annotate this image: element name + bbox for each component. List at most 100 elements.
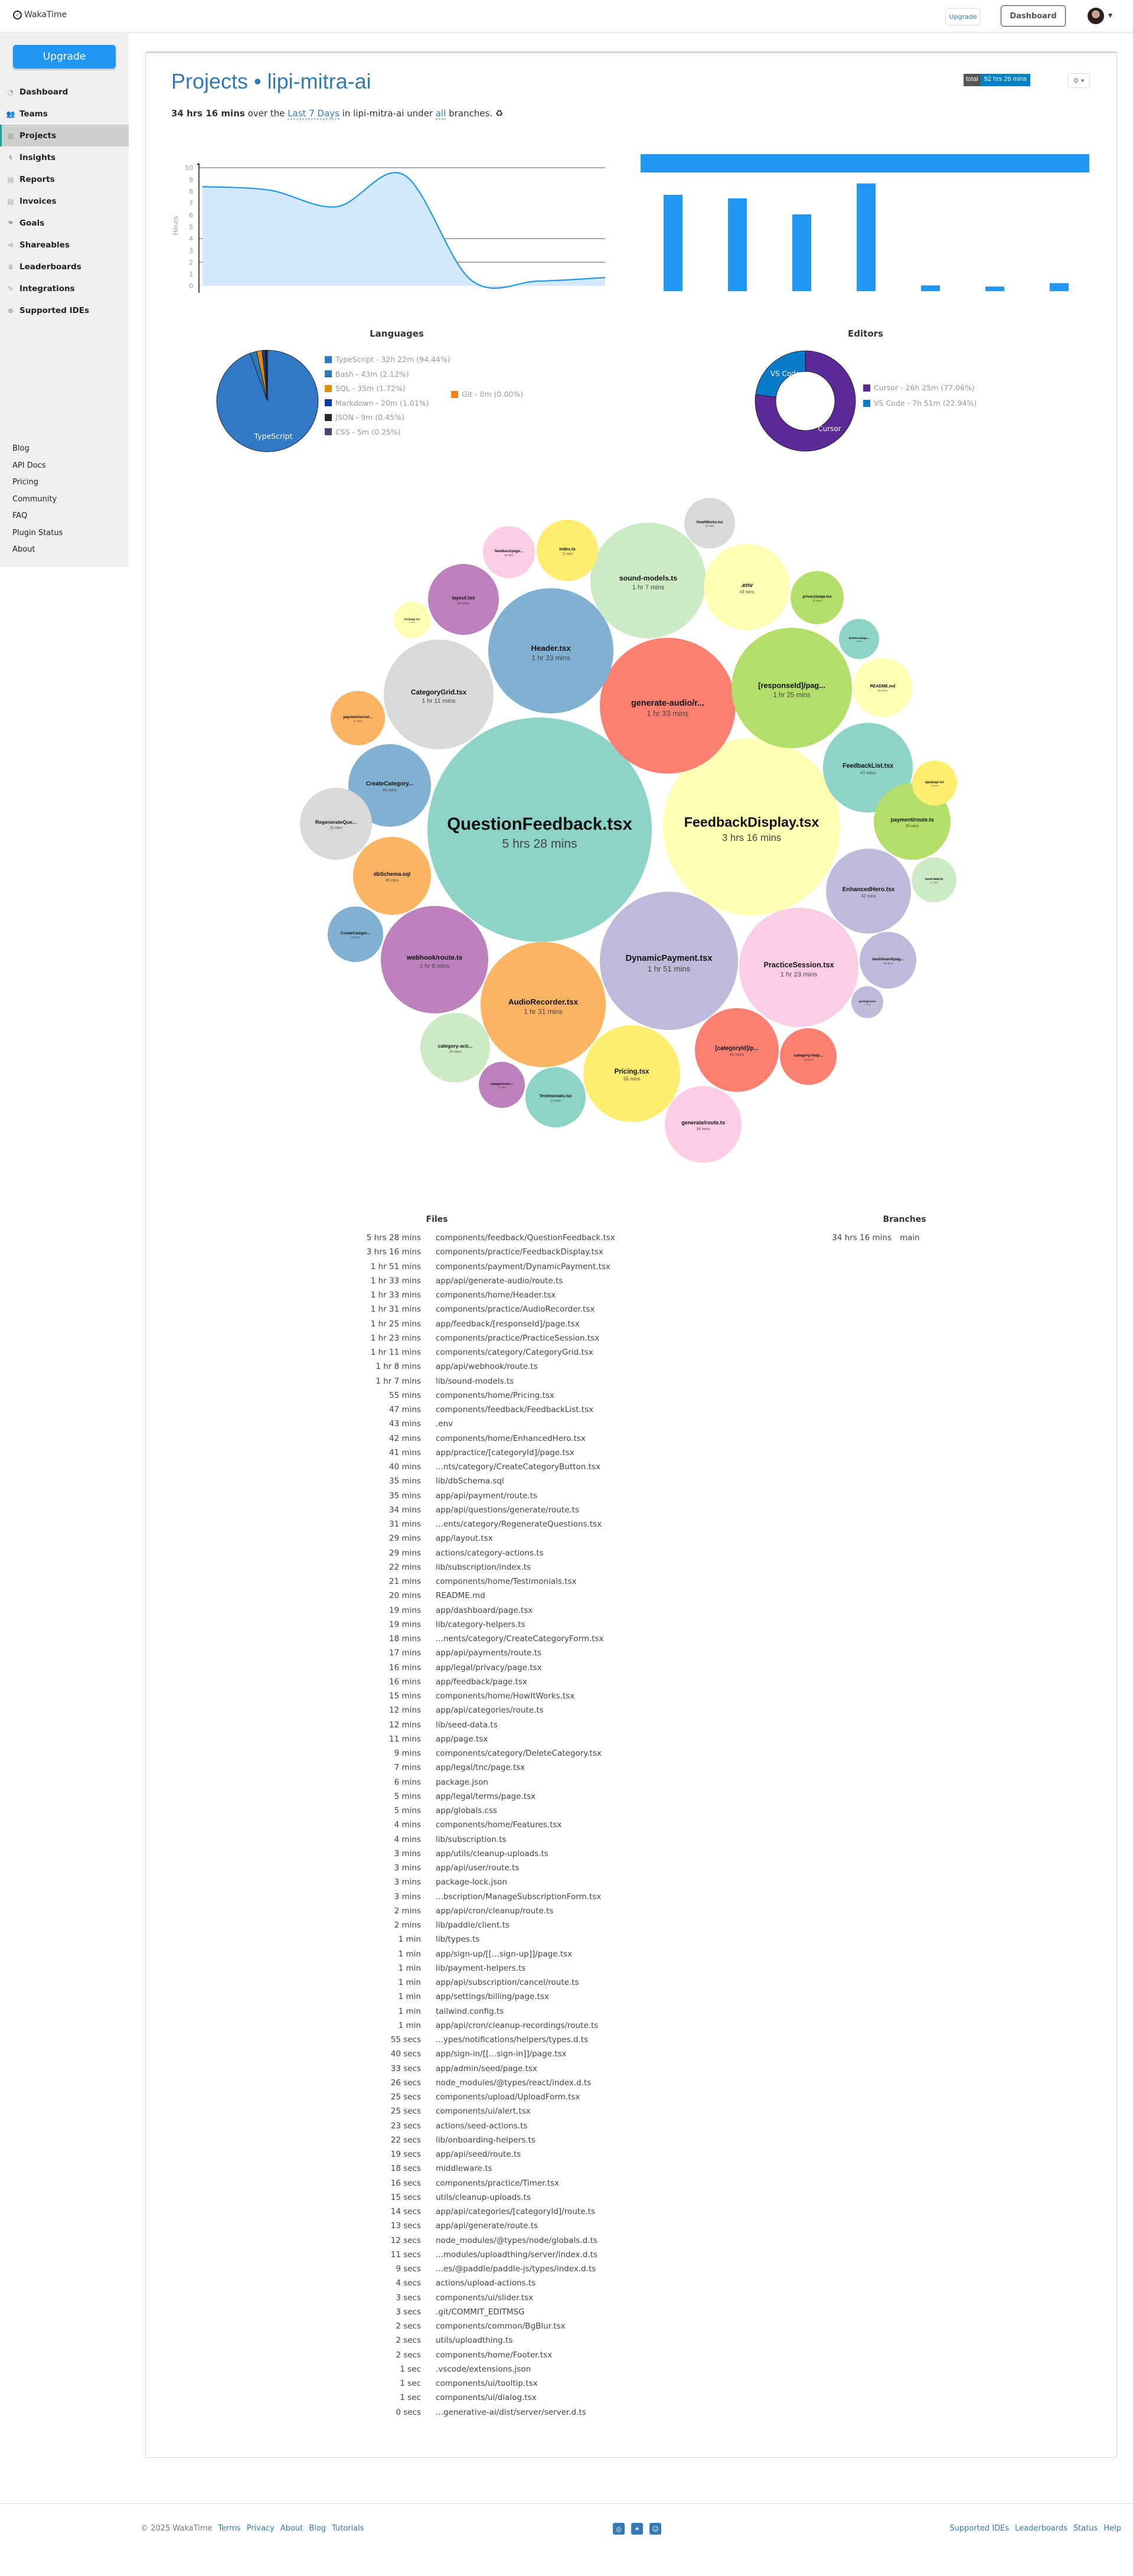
footer-link-help[interactable]: Help — [1103, 2524, 1121, 2533]
file-row[interactable]: 16 mins app/legal/privacy/page.tsx — [277, 1663, 632, 1675]
date-range-link[interactable]: Last 7 Days — [288, 108, 339, 119]
file-row[interactable]: 33 secs app/admin/seed/page.tsx — [277, 2064, 632, 2076]
wakatime-logo[interactable]: ✓ WakaTime — [13, 10, 67, 19]
footer-link-status[interactable]: Status — [1073, 2524, 1098, 2533]
footer-link-terms[interactable]: Terms — [218, 2524, 241, 2533]
file-row[interactable]: 5 mins app/legal/terms/page.tsx — [277, 1792, 632, 1804]
file-row[interactable]: 16 secs components/practice/Timer.tsx — [277, 2179, 632, 2190]
file-row[interactable]: 23 secs actions/seed-actions.ts — [277, 2121, 632, 2133]
language-legend-item[interactable]: JSON - 9m (0.45%) — [325, 413, 404, 422]
language-legend-item[interactable]: Markdown - 20m (1.01%) — [325, 399, 429, 407]
upgrade-link-button[interactable]: Upgrade — [945, 8, 981, 25]
sidebar-link-pricing[interactable]: Pricing — [12, 478, 38, 487]
file-row[interactable]: 11 secs ...modules/uploadthing/server/ind… — [277, 2250, 632, 2262]
file-row[interactable]: 1 sec components/ui/tooltip.tsx — [277, 2379, 632, 2391]
file-row[interactable]: 3 secs .git/COMMIT_EDITMSG — [277, 2307, 632, 2319]
file-row[interactable]: 5 hrs 28 mins components/feedback/Questio… — [277, 1233, 632, 1245]
file-row[interactable]: 1 min app/api/cron/cleanup-recordings/rou… — [277, 2021, 632, 2033]
file-row[interactable]: 15 mins components/home/HowItWorks.tsx — [277, 1691, 632, 1703]
file-row[interactable]: 9 secs ...es/@paddle/paddle-js/types/inde… — [277, 2264, 632, 2276]
footer-link-supported-ides[interactable]: Supported IDEs — [949, 2524, 1010, 2533]
file-row[interactable]: 1 hr 11 mins components/category/Category… — [277, 1348, 632, 1359]
file-row[interactable]: 25 secs components/ui/alert.tsx — [277, 2107, 632, 2118]
file-row[interactable]: 55 secs ...ypes/notifications/helpers/typ… — [277, 2035, 632, 2047]
file-row[interactable]: 19 mins lib/category-helpers.ts — [277, 1620, 632, 1632]
file-row[interactable]: 15 secs utils/cleanup-uploads.ts — [277, 2193, 632, 2205]
file-row[interactable]: 1 hr 25 mins app/feedback/[responseId]/pa… — [277, 1319, 632, 1331]
language-legend-item[interactable]: SQL - 35m (1.72%) — [325, 384, 406, 393]
sidebar-item-shareables[interactable]: ⋖ Shareables — [0, 234, 129, 256]
file-row[interactable]: 5 mins app/globals.css — [277, 1806, 632, 1818]
footer-link-blog[interactable]: Blog — [309, 2524, 326, 2533]
sidebar-link-blog[interactable]: Blog — [12, 444, 30, 453]
file-bubble[interactable]: DeleteCatego...9 mins — [839, 619, 879, 659]
file-bubble[interactable]: generate-audio/r...1 hr 33 mins — [600, 638, 736, 774]
editor-legend-item[interactable]: Cursor - 26h 25m (77.06%) — [863, 383, 975, 392]
file-bubble[interactable]: sound-models.ts 1 hr 7 mins — [590, 523, 706, 638]
sidebar-item-supported-ides[interactable]: ⊕ Supported IDEs — [0, 299, 129, 321]
file-row[interactable]: 1 sec components/ui/dialog.tsx — [277, 2393, 632, 2405]
file-row[interactable]: 40 secs app/sign-in/[[...sign-in]]/page.t… — [277, 2049, 632, 2061]
dashboard-button[interactable]: Dashboard — [1001, 5, 1066, 27]
file-row[interactable]: 2 secs components/common/BgBlur.tsx — [277, 2321, 632, 2333]
file-row[interactable]: 1 hr 7 mins lib/sound-models.ts — [277, 1377, 632, 1388]
twitter-icon[interactable]: ✦ — [631, 2523, 643, 2535]
file-row[interactable]: 3 mins ...bscription/ManageSubscriptionFo… — [277, 1892, 632, 1904]
file-bubble[interactable]: QuestionFeedback.tsx 5 hrs 28 mins — [427, 718, 652, 942]
file-bubble[interactable]: [categoryId]/p...41 mins — [695, 1008, 779, 1092]
file-bubble[interactable]: [responseId]/pag... 1 hr 25 mins — [732, 628, 852, 748]
file-row[interactable]: 1 min lib/payment-helpers.ts — [277, 1964, 632, 1975]
settings-dropdown-button[interactable]: ⚙ ▾ — [1067, 73, 1090, 88]
sidebar-item-integrations[interactable]: ✎ Integrations — [0, 278, 129, 299]
file-bubble[interactable]: CreateCategory...40 mins — [348, 744, 431, 827]
file-row[interactable]: 13 secs app/api/generate/route.ts — [277, 2221, 632, 2233]
file-row[interactable]: 4 secs actions/upload-actions.ts — [277, 2278, 632, 2290]
file-row[interactable]: 22 mins lib/subscription/index.ts — [277, 1563, 632, 1574]
file-bubble[interactable]: webhook/route.ts 1 hr 8 mins — [381, 906, 488, 1013]
file-row[interactable]: 4 mins lib/subscription.ts — [277, 1835, 632, 1847]
sidebar-item-invoices[interactable]: ▤ Invoices — [0, 190, 129, 212]
file-row[interactable]: 29 mins actions/category-actions.ts — [277, 1548, 632, 1560]
file-row[interactable]: 9 mins components/category/DeleteCategory… — [277, 1749, 632, 1760]
file-row[interactable]: 47 mins components/feedback/FeedbackList.… — [277, 1405, 632, 1417]
language-legend-item[interactable]: TypeScript - 32h 22m (94.44%) — [325, 355, 450, 364]
file-row[interactable]: 55 mins components/home/Pricing.tsx — [277, 1391, 632, 1403]
file-bubble[interactable]: PracticeSession.tsx 1 hr 23 mins — [739, 908, 858, 1027]
file-row[interactable]: 6 mins package.json — [277, 1778, 632, 1789]
sidebar-item-teams[interactable]: 👥 Teams — [0, 103, 129, 125]
file-row[interactable]: 29 mins app/layout.tsx — [277, 1534, 632, 1545]
file-row[interactable]: 26 secs node_modules/@types/react/index.d… — [277, 2078, 632, 2090]
footer-link-leaderboards[interactable]: Leaderboards — [1015, 2524, 1067, 2533]
file-row[interactable]: 42 mins components/home/EnhancedHero.tsx — [277, 1434, 632, 1446]
caret-down-icon[interactable]: ▼ — [1108, 13, 1112, 19]
file-row[interactable]: 1 hr 8 mins app/api/webhook/route.ts — [277, 1362, 632, 1374]
file-bubble[interactable]: Pricing.tsx 55 mins — [583, 1025, 680, 1122]
file-row[interactable]: 17 mins app/api/payments/route.ts — [277, 1648, 632, 1660]
file-bubble[interactable]: FeedbackDisplay.tsx 3 hrs 16 mins — [663, 738, 840, 915]
language-legend-item[interactable]: Bash - 43m (2.12%) — [325, 370, 409, 379]
file-row[interactable]: 2 mins lib/paddle/client.ts — [277, 1920, 632, 1932]
file-row[interactable]: 1 min app/sign-up/[[...sign-up]]/page.tsx — [277, 1949, 632, 1961]
file-row[interactable]: 22 secs lib/onboarding-helpers.ts — [277, 2135, 632, 2147]
file-row[interactable]: 1 hr 51 mins components/payment/DynamicPa… — [277, 1262, 632, 1274]
file-row[interactable]: 1 min app/settings/billing/page.tsx — [277, 1992, 632, 2004]
file-row[interactable]: 0 secs ...generative-ai/dist/server/serve… — [277, 2408, 632, 2420]
sidebar-item-reports[interactable]: ▤ Reports — [0, 168, 129, 190]
file-row[interactable]: 43 mins .env — [277, 1419, 632, 1431]
sidebar-link-api-docs[interactable]: API Docs — [12, 461, 46, 470]
file-row[interactable]: 35 mins app/api/payment/route.ts — [277, 1491, 632, 1503]
